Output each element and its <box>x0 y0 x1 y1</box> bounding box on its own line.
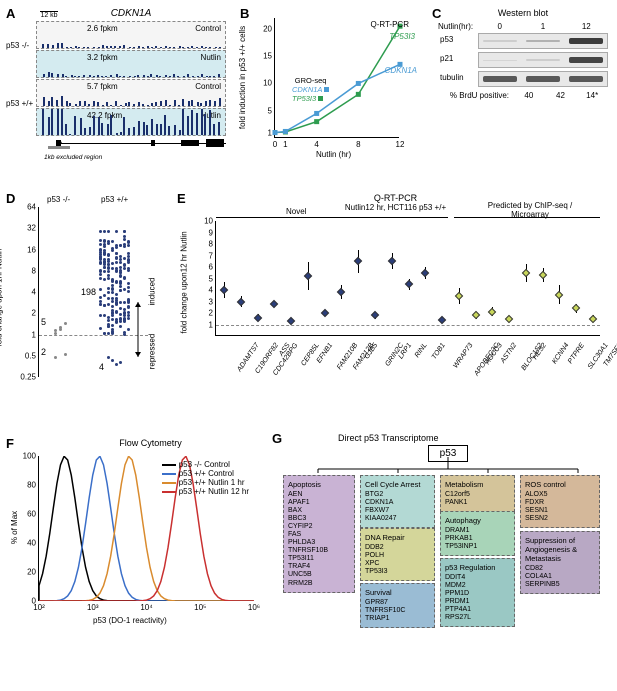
panel-f: F Flow Cytometry p53 -/- Controlp53 +/+ … <box>8 438 263 638</box>
g-box-4: MetabolismC12orf5PANK1 <box>440 475 515 512</box>
g-box-6: p53 RegulationDDIT4MDM2PPM1DPRDM1PTP4A1R… <box>440 558 515 627</box>
blot-tubulin <box>478 71 608 87</box>
f-ylabel: % of Max <box>10 511 19 544</box>
g-box-3: SurvivalGPR87TNFRSF10CTRIAP1 <box>360 583 435 628</box>
cdkn1a-label: CDKN1A <box>385 66 417 75</box>
panel-b: B 15101520014812 fold induction in p53 +… <box>246 8 411 163</box>
d-header-0: p53 -/- <box>47 195 70 204</box>
brdu-2: 14* <box>576 91 608 100</box>
panel-e-label: E <box>177 191 186 206</box>
panel-c-label: C <box>432 6 441 21</box>
panel-e: E Q-RT-PCR Nutlin12 hr, HCT116 p53 +/+ f… <box>183 193 608 408</box>
lane-0: 0 <box>478 22 521 31</box>
panel-b-label: B <box>240 6 249 21</box>
d-header-1: p53 +/+ <box>101 195 128 204</box>
track-0: 2.6 fpkmControl <box>36 21 226 49</box>
blot-p53 <box>478 33 608 49</box>
e-ylabel: fold change upon12 hr Nutlin <box>180 231 189 333</box>
chart-e-area: Novel Predicted by ChIP-seq / Microarray… <box>215 221 600 336</box>
g-box-2: DNA RepairDDB2POLHXPCTP53I3 <box>360 528 435 581</box>
panel-a-label: A <box>6 6 15 21</box>
brdu-label: % BrdU positive: <box>438 91 513 100</box>
row-label-1: p53 +/+ <box>6 99 33 108</box>
panel-f-label: F <box>6 436 14 451</box>
groseq-box: GRO-seq CDKN1A TP53I3 <box>292 76 329 103</box>
figure: A CDKN1A 12 kb p53 -/- p53 +/+ 2.6 fpkmC… <box>8 8 609 683</box>
track-1: 3.2 fpkmNutlin <box>36 50 226 78</box>
lane-1: 1 <box>521 22 564 31</box>
gene-title: CDKN1A <box>36 8 226 19</box>
d-repressed: repressed <box>148 334 157 370</box>
d-annot-198: 198 <box>81 287 96 297</box>
blot-p21 <box>478 52 608 68</box>
panel-d: D fold change upon 1hr Nutlin p53 -/- p5… <box>8 193 158 393</box>
d-annot-4: 4 <box>99 362 104 372</box>
g-box-5: AutophagyDRAM1PRKAB1TP53INP1 <box>440 511 515 556</box>
d-ylabel: fold change upon 1hr Nutlin <box>0 249 3 347</box>
legend-item: p53 +/+ Control <box>162 469 249 478</box>
g-box-1: Cell Cycle ArrestBTG2CDKN1AFBXW7KIAA0247 <box>360 475 435 528</box>
panel-g: G Direct p53 Transcriptome p53 Apoptosis… <box>278 433 608 683</box>
chart-d-area: p53 -/- p53 +/+ 198 5 2 4 induced repres… <box>38 207 148 377</box>
d-annot-2: 2 <box>41 347 46 357</box>
lane-2: 12 <box>565 22 608 31</box>
g-title: Direct p53 Transcriptome <box>338 433 439 443</box>
row-label-0: p53 -/- <box>6 41 29 50</box>
d-induced: induced <box>147 277 156 305</box>
brdu-1: 42 <box>545 91 577 100</box>
chart-f-area: p53 -/- Controlp53 +/+ Controlp53 +/+ Nu… <box>38 456 253 601</box>
f-title: Flow Cytometry <box>38 438 263 448</box>
blot-row-label: p21 <box>440 54 453 63</box>
b-xlabel: Nutlin (hr) <box>316 150 351 159</box>
g-box-7: ROS controlALOX5FDXRSESN1SESN2 <box>520 475 600 528</box>
panel-d-label: D <box>6 191 15 206</box>
legend-item: p53 -/- Control <box>162 460 249 469</box>
qrtpcr-label: Q-RT-PCR <box>370 20 409 29</box>
b-ylabel: fold induction in p53 +/+ cells <box>238 26 247 129</box>
western-title: Western blot <box>438 8 608 18</box>
excluded-note: 1kb excluded region <box>44 154 226 161</box>
legend-item: p53 +/+ Nutlin 12 hr <box>162 487 249 496</box>
blot-row-label: tubulin <box>440 73 464 82</box>
brdu-0: 40 <box>513 91 545 100</box>
f-xlabel: p53 (DO-1 reactivity) <box>93 616 167 625</box>
blot-row-label: p53 <box>440 35 453 44</box>
panel-a: A CDKN1A 12 kb p53 -/- p53 +/+ 2.6 fpkmC… <box>8 8 226 161</box>
d-annot-5: 5 <box>41 317 46 327</box>
tp53i3-label: TP53I3 <box>389 32 415 41</box>
scale-bar: 12 kb <box>40 11 58 19</box>
panel-c: C Western blot Nutlin(hr): 0 1 12 p53p21… <box>438 8 608 100</box>
track-2: 5.7 fpkmControl <box>36 79 226 107</box>
legend-item: p53 +/+ Nutlin 1 hr <box>162 478 249 487</box>
e-novel-label: Novel <box>286 207 306 216</box>
g-box-0: ApoptosisAENAPAF1BAXBBC3CYFIP2FASPHLDA3T… <box>283 475 355 593</box>
nutlin-hr-label: Nutlin(hr): <box>438 22 473 31</box>
g-box-8: Suppression of Angiogenesis & Metastasis… <box>520 531 600 594</box>
track-3: 42.2 fpkmNutlin <box>36 108 226 136</box>
gene-model: → <box>36 138 226 148</box>
panel-g-label: G <box>272 431 282 446</box>
